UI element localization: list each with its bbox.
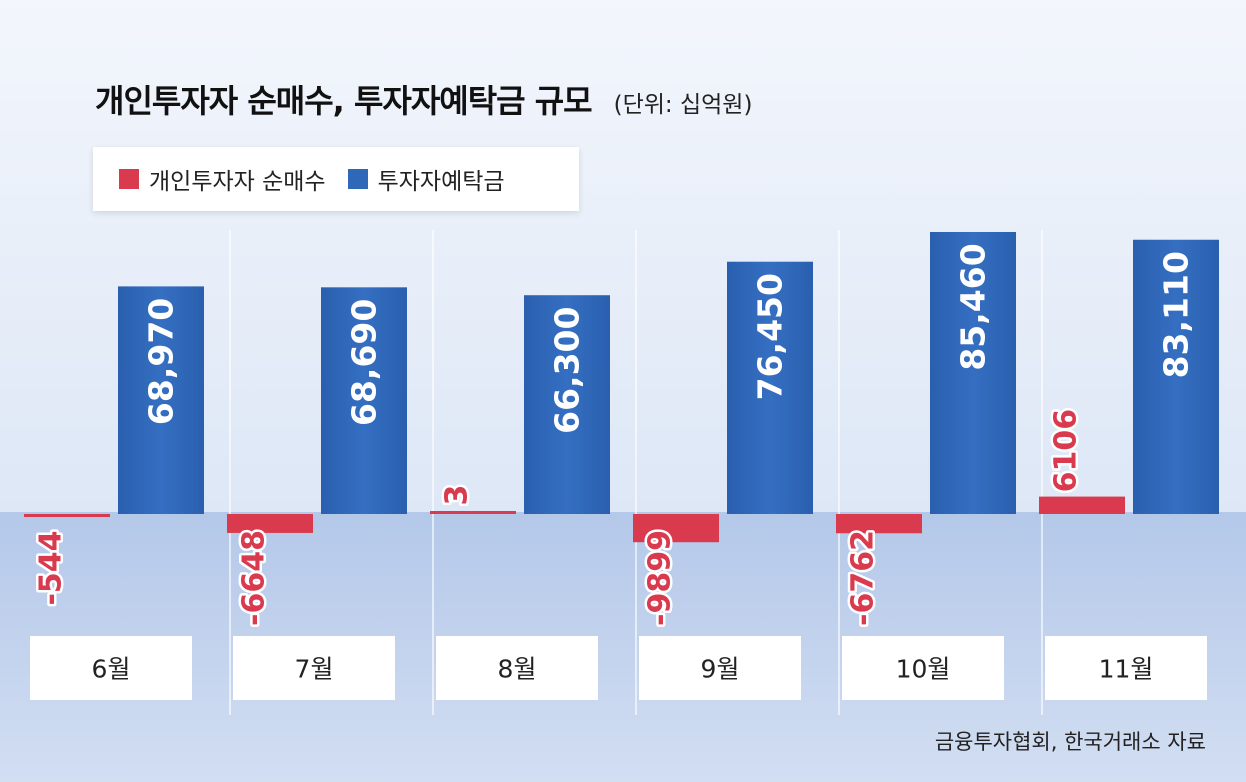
category-box bbox=[436, 636, 598, 700]
bar-deposit bbox=[524, 295, 610, 514]
category-label: 6월 bbox=[92, 655, 131, 684]
bar-deposit bbox=[118, 286, 204, 514]
title-block: 개인투자자 순매수, 투자자예탁금 규모 (단위: 십억원) bbox=[95, 76, 752, 122]
legend-label-deposit: 투자자예탁금 bbox=[377, 169, 505, 195]
data-label-deposit: 68,690 bbox=[345, 299, 384, 426]
category-label: 8월 bbox=[498, 655, 537, 684]
legend-swatch-deposit bbox=[347, 169, 368, 189]
background-top bbox=[0, 0, 1246, 512]
chart-title: 개인투자자 순매수, 투자자예탁금 규모 bbox=[95, 82, 593, 120]
data-label-net-purchase: -544 bbox=[34, 530, 69, 605]
legend-item-deposit: 투자자예탁금 bbox=[347, 162, 505, 196]
data-label-net-purchase: -6762 bbox=[846, 530, 881, 626]
bar-deposit bbox=[321, 287, 407, 514]
bars-group bbox=[24, 231, 1219, 543]
bar-deposit bbox=[1133, 239, 1219, 514]
bar-net-purchase bbox=[1039, 496, 1125, 514]
bar-net-purchase bbox=[633, 514, 719, 543]
category-labels-group: 6월 7월 8월 9월 10월 11월 bbox=[30, 636, 1207, 700]
data-label-deposit: 76,450 bbox=[751, 273, 790, 400]
category-box bbox=[233, 636, 395, 700]
data-label-deposit: 68,970 bbox=[142, 298, 181, 425]
data-label-net-purchase: 3 bbox=[440, 485, 475, 506]
unit-note: (단위: 십억원) bbox=[613, 92, 753, 118]
category-box bbox=[639, 636, 801, 700]
bar-net-purchase bbox=[227, 514, 313, 533]
bar-net-purchase bbox=[836, 514, 922, 534]
column-separators bbox=[229, 230, 1043, 715]
bar-net-purchase bbox=[24, 514, 110, 517]
category-label: 9월 bbox=[701, 655, 740, 684]
category-label: 7월 bbox=[295, 655, 334, 684]
data-label-net-purchase: 6106 bbox=[1049, 409, 1084, 493]
background-bottom bbox=[0, 512, 1246, 782]
data-label-deposit: 85,460 bbox=[954, 243, 993, 370]
legend-item-net-purchase: 개인투자자 순매수 bbox=[119, 162, 326, 196]
data-label-net-purchase: -6648 bbox=[237, 530, 272, 626]
data-label-deposit: 83,110 bbox=[1157, 251, 1196, 378]
category-box bbox=[1045, 636, 1207, 700]
bar-deposit bbox=[727, 261, 813, 514]
legend-swatch-net-purchase bbox=[119, 169, 139, 189]
legend: 개인투자자 순매수 투자자예탁금 bbox=[93, 147, 579, 211]
category-label: 11월 bbox=[1099, 655, 1154, 684]
bar-net-purchase bbox=[430, 511, 516, 514]
data-label-net-purchase: -9899 bbox=[643, 530, 678, 626]
source-note: 금융투자협회, 한국거래소 자료 bbox=[934, 730, 1206, 754]
category-label: 10월 bbox=[896, 655, 951, 684]
bar-deposit bbox=[930, 231, 1016, 514]
data-label-deposit: 66,300 bbox=[548, 307, 587, 434]
data-labels-group: 68,970 -544 68,690 -6648 66,300 3 76,450 -9899 8… bbox=[31, 243, 1196, 628]
legend-label-net-purchase: 개인투자자 순매수 bbox=[149, 169, 326, 195]
category-box bbox=[842, 636, 1004, 700]
category-box bbox=[30, 636, 192, 700]
